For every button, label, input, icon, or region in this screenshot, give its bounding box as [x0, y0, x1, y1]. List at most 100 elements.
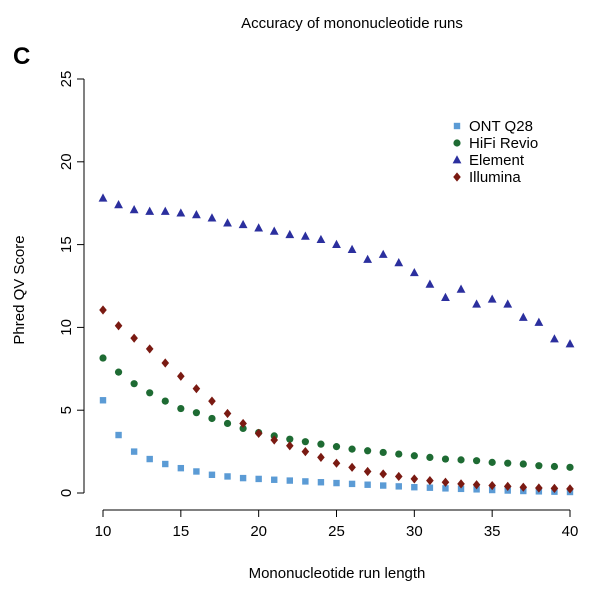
data-point — [161, 358, 170, 368]
data-point — [503, 299, 513, 308]
series-layer — [98, 193, 575, 496]
data-point — [550, 334, 559, 343]
series-hifi-revio — [99, 354, 574, 471]
data-point — [565, 339, 575, 348]
data-point — [411, 484, 418, 491]
data-point — [208, 471, 216, 478]
data-point — [176, 208, 186, 217]
legend-label: Illumina — [469, 169, 521, 186]
data-point — [115, 431, 122, 439]
data-point — [177, 404, 185, 413]
data-point — [378, 249, 388, 258]
data-point — [239, 418, 247, 429]
series-ont-q28 — [99, 397, 574, 496]
panel-label: C — [13, 43, 30, 70]
data-point — [316, 234, 326, 244]
data-point — [254, 428, 263, 438]
legend-item: Element — [452, 152, 525, 169]
data-point — [332, 443, 341, 451]
data-point — [317, 479, 325, 486]
data-point — [207, 213, 217, 222]
data-point — [380, 482, 387, 489]
data-point — [379, 469, 387, 479]
series-element — [98, 193, 575, 348]
data-point — [394, 258, 404, 267]
data-point — [146, 455, 153, 463]
data-point — [177, 371, 185, 381]
data-point — [457, 479, 465, 489]
data-point — [426, 453, 434, 461]
data-point — [208, 414, 216, 423]
data-point — [208, 396, 216, 406]
data-point — [519, 460, 527, 468]
legend-marker-icon — [453, 139, 461, 147]
data-point — [270, 435, 279, 445]
data-point — [271, 476, 278, 483]
data-point — [364, 447, 372, 455]
x-axis-label: Mononucleotide run length — [249, 565, 426, 582]
data-point — [441, 477, 450, 487]
data-point — [317, 440, 325, 448]
data-point — [130, 448, 138, 455]
data-point — [332, 239, 341, 248]
data-point — [302, 478, 309, 485]
x-tick-label: 15 — [172, 523, 189, 540]
data-point — [160, 206, 170, 215]
data-point — [239, 474, 247, 482]
data-point — [426, 484, 434, 491]
data-point — [255, 475, 262, 483]
data-point — [239, 424, 247, 433]
legend-marker-icon — [453, 122, 461, 130]
x-tick-label: 30 — [406, 523, 423, 540]
data-point — [348, 480, 356, 488]
data-point — [488, 458, 496, 466]
data-point — [473, 486, 480, 493]
data-point — [114, 368, 123, 376]
x-axis-ticks: 10 15 20 25 30 35 40 — [95, 510, 578, 540]
data-point — [300, 231, 310, 240]
data-point — [130, 380, 138, 388]
y-tick-label: 15 — [58, 236, 75, 253]
data-point — [518, 312, 528, 321]
y-tick-label: 0 — [58, 489, 75, 497]
data-point — [472, 480, 481, 490]
data-point — [161, 397, 169, 405]
data-point — [519, 482, 528, 492]
data-point — [162, 460, 169, 468]
data-point — [487, 294, 497, 303]
data-point — [566, 463, 574, 471]
data-point — [457, 456, 465, 464]
data-point — [317, 452, 325, 462]
data-point — [504, 459, 512, 467]
legend-label: HiFi Revio — [469, 135, 538, 152]
data-point — [395, 483, 402, 490]
data-point — [566, 484, 574, 494]
data-point — [286, 477, 293, 484]
data-point — [410, 474, 419, 484]
data-point — [348, 462, 356, 472]
legend-marker-icon — [453, 172, 461, 182]
data-point — [457, 485, 465, 493]
data-point — [347, 244, 357, 253]
data-point — [129, 205, 139, 214]
data-point — [254, 223, 264, 232]
data-point — [535, 483, 543, 493]
data-point — [472, 299, 481, 308]
data-point — [192, 409, 200, 417]
data-point — [363, 254, 373, 263]
y-axis-ticks: 0 5 10 15 20 25 — [58, 71, 84, 497]
data-point — [364, 481, 371, 488]
data-point — [456, 284, 466, 293]
x-tick-label: 10 — [95, 523, 112, 540]
data-point — [146, 389, 154, 397]
legend-item: Illumina — [453, 169, 521, 186]
data-point — [441, 455, 450, 463]
y-tick-label: 5 — [58, 406, 75, 414]
data-point — [177, 464, 185, 472]
data-point — [114, 200, 123, 209]
data-point — [145, 206, 155, 215]
legend-item: ONT Q28 — [453, 118, 533, 135]
chart-title: Accuracy of mononucleotide runs — [241, 15, 463, 32]
data-point — [301, 438, 309, 446]
